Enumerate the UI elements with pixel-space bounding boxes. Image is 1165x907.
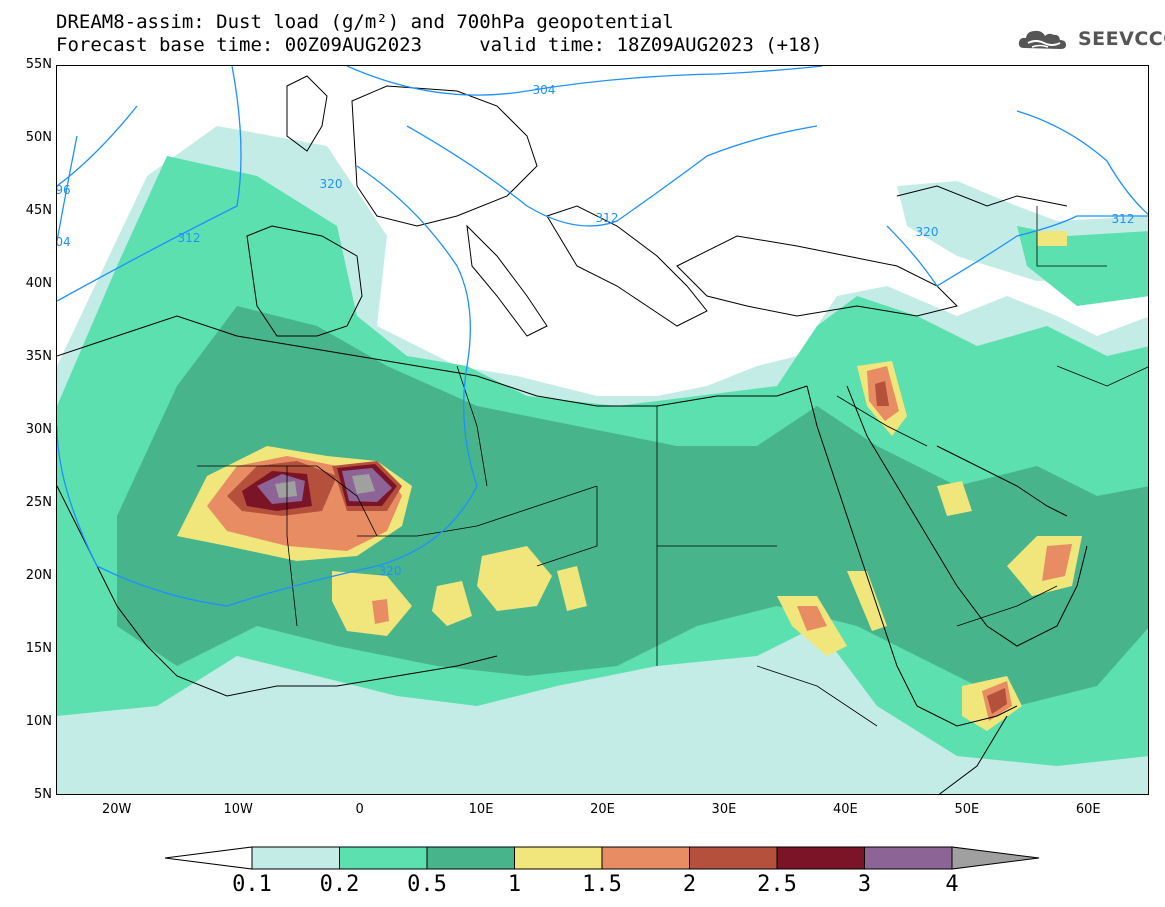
longitude-label: 20E <box>590 802 615 817</box>
contour-label: 312 <box>1112 212 1135 226</box>
colorbar-tick-label: 0.1 <box>232 872 272 897</box>
longitude-label: 10E <box>468 802 494 817</box>
longitude-label: 40E <box>832 802 858 817</box>
colorbar-tick-label: 3 <box>857 872 872 897</box>
latitude-label: 45N <box>25 203 52 218</box>
colorbar-segment <box>601 846 690 870</box>
map-panel: 304 320 312 312 320 320 312 96 04 <box>56 65 1149 795</box>
dust-field-grey <box>275 474 375 498</box>
colorbar-segment <box>514 846 603 870</box>
colorbar-tick-label: 4 <box>945 872 959 897</box>
contour-labels: 304 320 312 312 320 320 312 96 04 <box>57 83 1134 578</box>
country-borders <box>197 206 1148 727</box>
colorbar-segment <box>339 846 428 870</box>
latitude-label: 40N <box>25 276 52 291</box>
longitude-label: 60E <box>1075 802 1101 817</box>
colorbar-tick-label: 2 <box>682 872 697 897</box>
geopotential-contours <box>57 66 1148 607</box>
contour-label: 320 <box>379 564 402 578</box>
contour-label: 312 <box>178 231 201 245</box>
latitude-label: 25N <box>25 495 52 510</box>
colorbar-tick-label: 0.2 <box>319 872 360 897</box>
chart-title-line1: DREAM8-assim: Dust load (g/m²) and 700hP… <box>56 11 674 33</box>
longitude-label: 30E <box>711 802 737 817</box>
latitude-label: 10N <box>25 714 52 729</box>
longitude-label: 50E <box>954 802 980 817</box>
cloud-icon <box>1018 30 1066 49</box>
colorbar-segment <box>251 846 340 870</box>
longitude-label: 0 <box>355 802 364 817</box>
dust-load-map: 304 320 312 312 320 320 312 96 04 <box>57 66 1148 794</box>
colorbar-tick-label: 0.5 <box>407 872 447 897</box>
latitude-label: 55N <box>25 57 52 72</box>
colorbar-tick-label: 2.5 <box>757 872 797 897</box>
colorbar-segment <box>864 846 953 870</box>
latitude-label: 20N <box>25 568 52 583</box>
colorbar-tick-label: 1.5 <box>582 872 622 897</box>
seevccc-logo: SEEVCCC <box>1018 26 1165 52</box>
colorbar-tick-label: 1 <box>507 872 522 897</box>
contour-label: 304 <box>533 83 556 97</box>
latitude-label: 15N <box>25 641 52 656</box>
colorbar-segment <box>776 846 865 870</box>
contour-label: 96 <box>57 183 71 197</box>
latitude-label: 30N <box>25 422 52 437</box>
contour-label: 320 <box>916 225 939 239</box>
colorbar-under-triangle <box>164 846 253 870</box>
logo-text: SEEVCCC <box>1078 28 1165 50</box>
latitude-label: 5N <box>34 787 52 802</box>
contour-label: 04 <box>57 235 71 249</box>
latitude-label: 35N <box>25 349 52 364</box>
colorbar-over-triangle <box>951 846 1040 870</box>
contour-label: 320 <box>320 177 343 191</box>
colorbar-segment <box>689 846 778 870</box>
contour-label: 312 <box>596 211 619 225</box>
latitude-label: 50N <box>25 130 52 145</box>
colorbar-segment <box>426 846 515 870</box>
chart-title-line2: Forecast base time: 00Z09AUG2023 valid t… <box>56 34 823 56</box>
longitude-label: 10W <box>223 802 253 817</box>
longitude-label: 20W <box>102 802 132 817</box>
